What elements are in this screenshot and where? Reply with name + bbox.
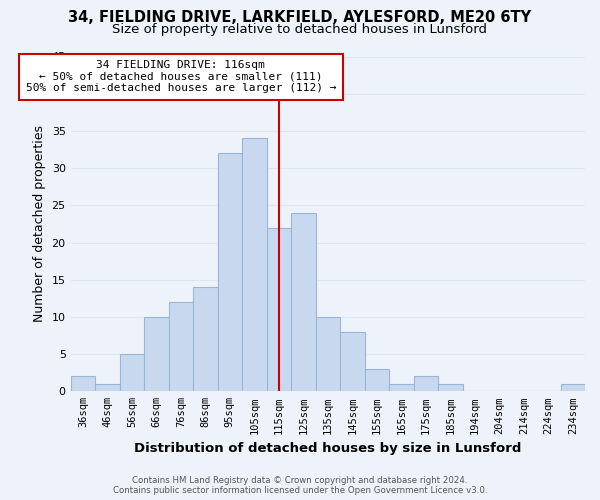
Bar	[218, 153, 242, 392]
Bar	[438, 384, 463, 392]
Bar	[291, 212, 316, 392]
Bar	[413, 376, 438, 392]
Bar	[340, 332, 365, 392]
Bar	[242, 138, 266, 392]
Text: 34 FIELDING DRIVE: 116sqm
← 50% of detached houses are smaller (111)
50% of semi: 34 FIELDING DRIVE: 116sqm ← 50% of detac…	[26, 60, 336, 94]
Bar	[119, 354, 144, 392]
Text: Contains HM Land Registry data © Crown copyright and database right 2024.
Contai: Contains HM Land Registry data © Crown c…	[113, 476, 487, 495]
Bar	[71, 376, 95, 392]
Bar	[193, 287, 218, 392]
Bar	[316, 317, 340, 392]
Bar	[169, 302, 193, 392]
Text: Size of property relative to detached houses in Lunsford: Size of property relative to detached ho…	[113, 22, 487, 36]
X-axis label: Distribution of detached houses by size in Lunsford: Distribution of detached houses by size …	[134, 442, 521, 455]
Bar	[266, 228, 291, 392]
Text: 34, FIELDING DRIVE, LARKFIELD, AYLESFORD, ME20 6TY: 34, FIELDING DRIVE, LARKFIELD, AYLESFORD…	[68, 10, 532, 25]
Bar	[144, 317, 169, 392]
Bar	[365, 369, 389, 392]
Bar	[95, 384, 119, 392]
Bar	[560, 384, 585, 392]
Bar	[389, 384, 413, 392]
Y-axis label: Number of detached properties: Number of detached properties	[33, 126, 46, 322]
